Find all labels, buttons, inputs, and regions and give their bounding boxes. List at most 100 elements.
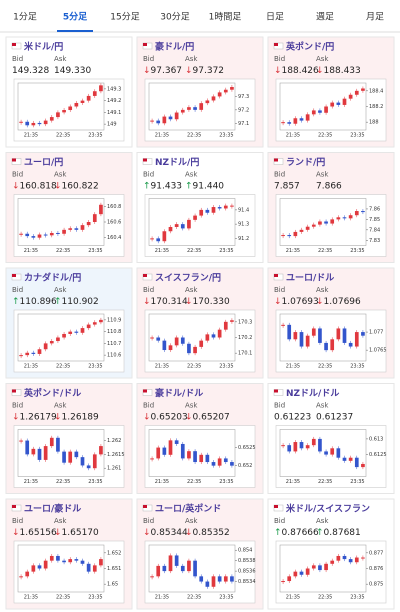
bid-label: Bid [12, 402, 23, 410]
candle [330, 102, 335, 107]
bid-price: ↑91.433 [143, 181, 182, 191]
candle [92, 214, 97, 222]
bid-label: Bid [274, 402, 285, 410]
tab[interactable]: 5分足 [63, 11, 88, 23]
candle [354, 332, 359, 347]
candle [293, 442, 298, 452]
candle [68, 559, 73, 563]
price-value: 188.433 [324, 66, 361, 76]
chart-frame [144, 194, 256, 257]
trend-arrow: ↓ [316, 297, 324, 307]
chart-frame [13, 540, 125, 604]
plot-area [148, 198, 236, 246]
candle [281, 324, 285, 326]
flag [274, 505, 278, 508]
plot-area [148, 82, 236, 131]
y-tick-label: 170.3 [238, 319, 252, 325]
candle [230, 205, 234, 207]
candle [336, 448, 341, 458]
candle [281, 235, 285, 237]
card-title: ユーロ/豪ドル [24, 503, 81, 515]
candle [223, 321, 228, 330]
chart-frame [275, 78, 387, 142]
price-value: 149.328 [12, 66, 49, 76]
ask-price: ↓188.433 [316, 66, 361, 76]
chart-frame [144, 540, 256, 604]
candle [19, 576, 23, 578]
candle [187, 219, 191, 229]
trend-arrow: ↓ [12, 528, 20, 538]
tab[interactable]: 月足 [366, 12, 384, 23]
candle [180, 109, 185, 113]
trend-arrow: ↑ [12, 297, 20, 307]
tab[interactable]: 30分足 [160, 12, 189, 23]
candle [180, 565, 185, 572]
candle [281, 122, 285, 124]
tab[interactable]: 15分足 [110, 12, 139, 23]
x-tick-label: 22:35 [56, 364, 70, 370]
candle [92, 565, 97, 572]
price-value: 149.330 [54, 66, 91, 76]
bid-price: ↑0.87666 [274, 528, 319, 538]
candle [305, 226, 310, 230]
trend-arrow: ↓ [54, 528, 62, 538]
x-tick-label: 23:35 [88, 364, 102, 370]
tab[interactable]: 週足 [316, 12, 334, 23]
x-tick-label: 23:35 [219, 248, 233, 254]
card-title: スイスフラン/円 [155, 273, 221, 284]
candle [305, 114, 310, 121]
flag [12, 505, 16, 508]
bid-price: ↓188.426 [274, 66, 319, 76]
candle [199, 103, 204, 110]
candle [299, 118, 304, 121]
tab[interactable]: 1分足 [13, 12, 37, 23]
price-value: 0.65203 [151, 412, 188, 422]
ask-label: Ask [185, 55, 198, 63]
x-tick-label: 22:35 [318, 133, 332, 139]
candle [187, 107, 191, 110]
y-tick-label: 170.1 [238, 351, 252, 357]
candle [37, 234, 42, 238]
candle [174, 224, 179, 227]
candle [74, 102, 79, 107]
candle [230, 462, 234, 466]
tab-underline [57, 30, 93, 32]
tab[interactable]: 日足 [266, 12, 284, 23]
ask-price: ↑0.87681 [316, 528, 361, 538]
x-tick-label: 21:35 [24, 364, 38, 370]
chart-frame [275, 194, 387, 257]
candle [287, 324, 292, 340]
x-tick-label: 22:35 [56, 595, 70, 601]
y-tick-label: 149 [107, 122, 117, 128]
candle [49, 232, 54, 236]
tab[interactable]: 1時間足 [209, 12, 242, 23]
candle [348, 94, 353, 99]
candle [217, 207, 222, 209]
candle [49, 437, 54, 447]
candle [43, 446, 48, 460]
candle [311, 565, 316, 569]
candle [168, 440, 173, 455]
candle [80, 560, 85, 564]
ask-label: Ask [316, 517, 329, 525]
bid-label: Bid [143, 171, 154, 179]
candle [31, 236, 36, 238]
y-tick-label: 110.7 [107, 341, 121, 347]
candle [318, 565, 322, 571]
